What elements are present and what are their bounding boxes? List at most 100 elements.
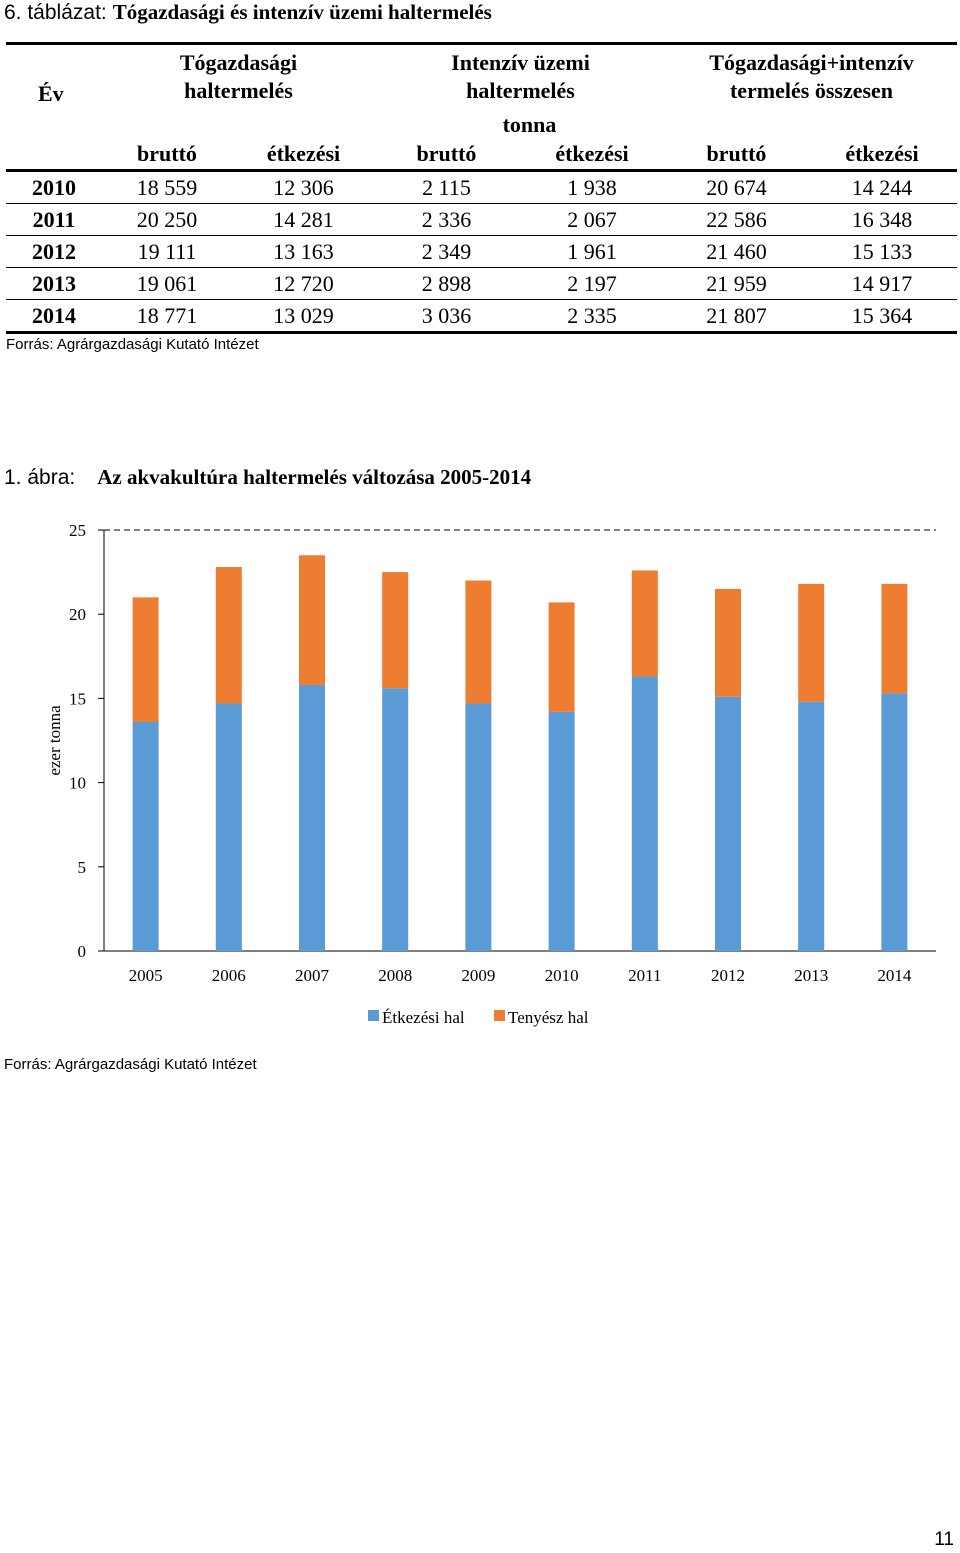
table-cell: 13 029 xyxy=(232,299,375,334)
group-header-pond: Tógazdasági haltermelés xyxy=(102,42,375,111)
table-cell: 2 349 xyxy=(375,235,518,268)
table-cell: 15 364 xyxy=(807,299,957,334)
legend-label: Étkezési hal xyxy=(382,1008,465,1027)
group-header-intensive: Intenzív üzemi haltermelés xyxy=(375,42,666,111)
group-header-total-line2: termelés összesen xyxy=(729,78,894,103)
table-cell: 2 197 xyxy=(518,267,666,300)
table-source: Forrás: Agrárgazdasági Kutató Intézet xyxy=(6,336,259,353)
bar-segment xyxy=(132,721,159,951)
table-cell: 14 281 xyxy=(232,203,375,236)
x-tick-label: 2007 xyxy=(295,966,330,985)
x-tick-label: 2010 xyxy=(545,966,579,985)
x-tick-label: 2011 xyxy=(628,966,661,985)
y-tick-label: 15 xyxy=(69,689,86,708)
legend-swatch xyxy=(494,1010,505,1021)
group-header-total: Tógazdasági+intenzív termelés összesen xyxy=(666,42,957,111)
table-cell: 20 674 xyxy=(666,170,807,204)
table-cell: 2 335 xyxy=(518,299,666,334)
y-tick-label: 20 xyxy=(69,605,86,624)
table-cell: 21 959 xyxy=(666,267,807,300)
table-row: 2010 18 559 12 306 2 115 1 938 20 674 14… xyxy=(6,170,957,204)
bar-segment xyxy=(465,580,492,704)
bar-segment xyxy=(798,701,825,951)
year-cell: 2013 xyxy=(6,267,102,300)
x-tick-label: 2014 xyxy=(877,966,912,985)
x-tick-label: 2008 xyxy=(378,966,412,985)
table-cell: 2 115 xyxy=(375,170,518,204)
table-cell: 2 898 xyxy=(375,267,518,300)
year-header: Év xyxy=(6,42,102,139)
unit-header: tonna xyxy=(502,112,557,137)
group-header-pond-line1: Tógazdasági xyxy=(179,50,298,75)
production-table: Év Tógazdasági haltermelés Intenzív üzemi… xyxy=(6,42,957,334)
sub-header: bruttó xyxy=(102,139,232,172)
figure-caption: 1. ábra: Az akvakultúra haltermelés válto… xyxy=(4,465,531,490)
bar-segment xyxy=(382,688,409,951)
table-caption-title: Tógazdasági és intenzív üzemi haltermelé… xyxy=(112,0,492,24)
table-cell: 19 111 xyxy=(102,235,232,268)
table-cell: 1 938 xyxy=(518,170,666,204)
bar-segment xyxy=(548,602,575,712)
stacked-bar-chart: 0 5 10 15 20 25 ezer tonna 2005 2006 2007 2008 2009… xyxy=(45,521,936,1027)
bar-segment xyxy=(215,703,242,951)
table-cell: 18 559 xyxy=(102,170,232,204)
group-header-intensive-line2: haltermelés xyxy=(466,78,575,103)
x-tick-label: 2005 xyxy=(129,966,163,985)
bar-segment xyxy=(299,555,325,685)
bar-segment xyxy=(631,570,658,677)
table-row: 2012 19 111 13 163 2 349 1 961 21 460 15… xyxy=(6,235,957,268)
table-cell: 3 036 xyxy=(375,299,518,334)
bar-segment xyxy=(465,703,492,951)
table-row: 2011 20 250 14 281 2 336 2 067 22 586 16… xyxy=(6,203,957,236)
sub-header: étkezési xyxy=(518,139,666,172)
sub-header: étkezési xyxy=(807,139,957,172)
table-cell: 20 250 xyxy=(102,203,232,236)
y-axis-label: ezer tonna xyxy=(45,705,64,776)
bar-segment xyxy=(132,597,159,722)
sub-header: étkezési xyxy=(232,139,375,172)
y-tick-label: 5 xyxy=(78,858,87,877)
table-cell: 1 961 xyxy=(518,235,666,268)
sub-header-empty xyxy=(6,139,102,172)
table-caption: 6. táblázat: Tógazdasági és intenzív üzem… xyxy=(4,0,492,25)
legend-label: Tenyész hal xyxy=(508,1008,589,1027)
group-header-intensive-line1: Intenzív üzemi xyxy=(451,50,590,75)
x-tick-label: 2012 xyxy=(711,966,745,985)
table-cell: 2 336 xyxy=(375,203,518,236)
x-tick-label: 2006 xyxy=(212,966,246,985)
table-cell: 21 460 xyxy=(666,235,807,268)
table-caption-label: 6. táblázat: xyxy=(4,1,107,24)
figure-source: Forrás: Agrárgazdasági Kutató Intézet xyxy=(4,1056,257,1073)
year-cell: 2010 xyxy=(6,170,102,204)
table-cell: 12 306 xyxy=(232,170,375,204)
y-tick-label: 25 xyxy=(69,521,86,540)
bar-segment xyxy=(715,588,741,697)
figure-caption-title: Az akvakultúra haltermelés változása 200… xyxy=(97,465,532,489)
year-cell: 2011 xyxy=(6,203,102,236)
bar-segment xyxy=(548,711,575,951)
sub-header: bruttó xyxy=(666,139,807,172)
bar-segment xyxy=(798,583,825,702)
y-tick-label: 0 xyxy=(78,942,87,961)
table-cell: 14 917 xyxy=(807,267,957,300)
table-cell: 15 133 xyxy=(807,235,957,268)
sub-header: bruttó xyxy=(375,139,518,172)
bar-segment xyxy=(881,693,908,951)
bar-segment xyxy=(215,567,242,704)
table-cell: 22 586 xyxy=(666,203,807,236)
table-cell: 2 067 xyxy=(518,203,666,236)
figure-caption-label: 1. ábra: xyxy=(4,466,76,489)
table-cell: 14 244 xyxy=(807,170,957,204)
table-cell: 21 807 xyxy=(666,299,807,334)
table-row: 2014 18 771 13 029 3 036 2 335 21 807 15… xyxy=(6,299,957,334)
page-number: 11 xyxy=(934,1529,954,1550)
table-cell: 13 163 xyxy=(232,235,375,268)
bar-segment xyxy=(881,583,908,694)
table-row: 2013 19 061 12 720 2 898 2 197 21 959 14… xyxy=(6,267,957,300)
x-tick-label: 2013 xyxy=(794,966,828,985)
table-cell: 19 061 xyxy=(102,267,232,300)
group-header-total-line1: Tógazdasági+intenzív xyxy=(709,50,914,75)
year-cell: 2014 xyxy=(6,299,102,334)
table-cell: 12 720 xyxy=(232,267,375,300)
bar-segment xyxy=(715,696,741,951)
